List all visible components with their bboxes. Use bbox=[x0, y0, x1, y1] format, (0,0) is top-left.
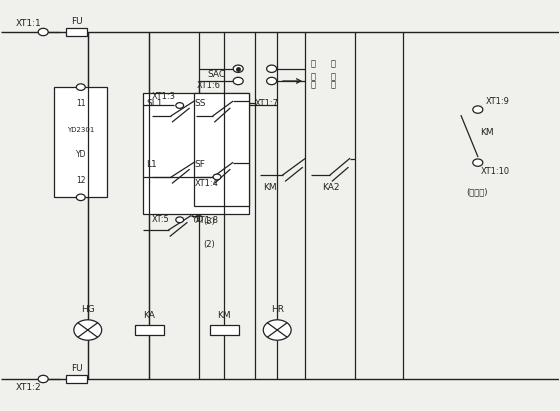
Text: FU: FU bbox=[71, 17, 82, 26]
Circle shape bbox=[233, 65, 243, 72]
Circle shape bbox=[267, 77, 277, 85]
Bar bbox=[194, 93, 249, 206]
Text: 11: 11 bbox=[76, 99, 86, 109]
Circle shape bbox=[473, 106, 483, 113]
Text: 动: 动 bbox=[330, 60, 335, 69]
Text: XT1:9: XT1:9 bbox=[486, 97, 510, 106]
Circle shape bbox=[263, 320, 291, 340]
Bar bbox=[134, 325, 164, 335]
Text: XT1:1: XT1:1 bbox=[15, 19, 41, 28]
Bar bbox=[143, 93, 249, 214]
Bar bbox=[210, 325, 239, 335]
Text: (3): (3) bbox=[204, 217, 216, 226]
Text: XT1:3: XT1:3 bbox=[152, 92, 176, 102]
Text: SF: SF bbox=[194, 160, 205, 169]
Text: HR: HR bbox=[270, 305, 284, 314]
Text: XT1:4: XT1:4 bbox=[195, 179, 218, 188]
Text: SAC: SAC bbox=[208, 70, 226, 79]
Bar bbox=[66, 374, 87, 383]
Text: YD: YD bbox=[76, 150, 86, 159]
Text: (暂不用): (暂不用) bbox=[466, 187, 488, 196]
Text: KM: KM bbox=[263, 183, 277, 192]
Text: SL1: SL1 bbox=[146, 99, 163, 108]
Text: 手: 手 bbox=[311, 60, 316, 69]
Circle shape bbox=[38, 375, 48, 383]
Text: XT1:2: XT1:2 bbox=[15, 383, 41, 392]
Text: KA: KA bbox=[143, 311, 155, 320]
Circle shape bbox=[38, 28, 48, 36]
Circle shape bbox=[473, 159, 483, 166]
Text: KA2: KA2 bbox=[322, 183, 339, 192]
Circle shape bbox=[213, 174, 221, 180]
Text: KM: KM bbox=[217, 311, 231, 320]
Text: (2): (2) bbox=[204, 240, 216, 249]
Bar bbox=[54, 87, 108, 197]
Text: 12: 12 bbox=[76, 176, 86, 185]
Text: XT1:6: XT1:6 bbox=[197, 81, 221, 90]
Text: 停: 停 bbox=[311, 72, 316, 81]
Text: 动: 动 bbox=[330, 80, 335, 89]
Text: 自: 自 bbox=[311, 80, 316, 89]
Text: XT:5: XT:5 bbox=[152, 215, 170, 224]
Circle shape bbox=[74, 320, 102, 340]
Bar bbox=[66, 28, 87, 37]
Text: FU: FU bbox=[71, 364, 82, 373]
Text: XT1:7: XT1:7 bbox=[255, 99, 279, 108]
Circle shape bbox=[76, 194, 85, 201]
Text: HG: HG bbox=[81, 305, 95, 314]
Text: YD: YD bbox=[191, 215, 203, 224]
Text: XT1:10: XT1:10 bbox=[480, 167, 510, 176]
Circle shape bbox=[176, 103, 184, 109]
Text: 止: 止 bbox=[330, 72, 335, 81]
Circle shape bbox=[76, 84, 85, 90]
Text: L1: L1 bbox=[146, 160, 157, 169]
Circle shape bbox=[267, 65, 277, 72]
Text: KM: KM bbox=[480, 127, 494, 136]
Text: YD2301: YD2301 bbox=[67, 127, 95, 133]
Text: XT1:8: XT1:8 bbox=[195, 216, 219, 225]
Circle shape bbox=[233, 77, 243, 85]
Text: SS: SS bbox=[194, 99, 206, 108]
Circle shape bbox=[176, 217, 184, 223]
